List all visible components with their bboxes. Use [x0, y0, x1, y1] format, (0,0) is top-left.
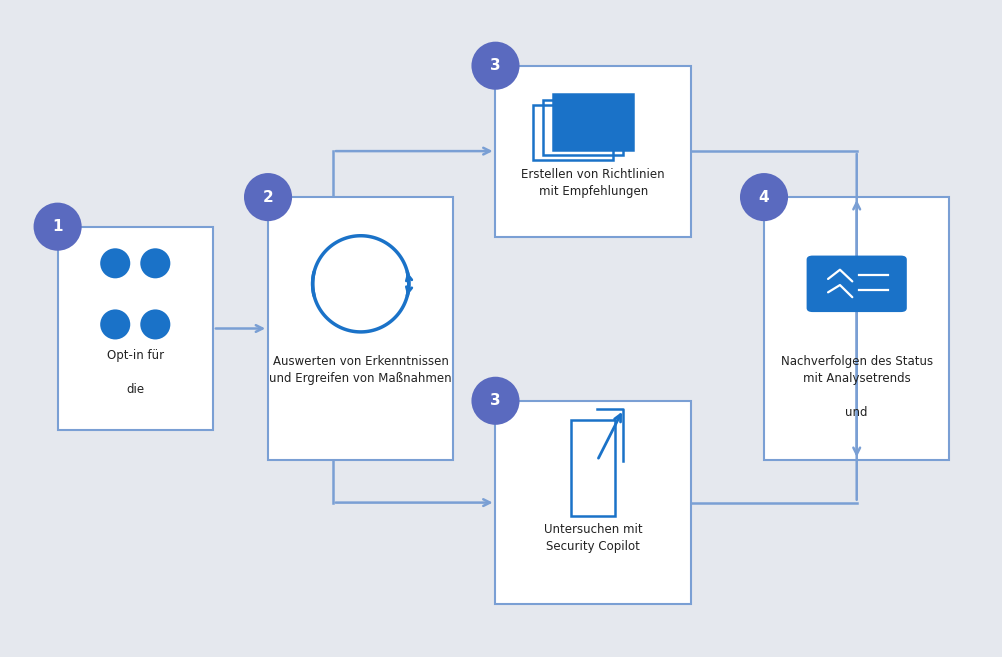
Text: Erstellen von Richtlinien
mit Empfehlungen: Erstellen von Richtlinien mit Empfehlung…: [521, 168, 665, 198]
Text: Auswerten von Erkenntnissen
und Ergreifen von Maßnahmen: Auswerten von Erkenntnissen und Ergreife…: [270, 355, 452, 385]
Text: 1: 1: [52, 219, 63, 234]
Ellipse shape: [140, 248, 170, 279]
Ellipse shape: [739, 173, 788, 221]
Ellipse shape: [100, 248, 130, 279]
FancyBboxPatch shape: [495, 401, 691, 604]
Text: 3: 3: [490, 58, 501, 73]
Text: Nachverfolgen des Status
mit Analysetrends

und: Nachverfolgen des Status mit Analysetren…: [781, 355, 933, 419]
Text: Untersuchen mit
Security Copilot: Untersuchen mit Security Copilot: [544, 523, 642, 553]
Text: 2: 2: [263, 190, 274, 204]
Ellipse shape: [140, 309, 170, 340]
FancyBboxPatch shape: [807, 256, 907, 312]
Ellipse shape: [34, 202, 82, 251]
FancyBboxPatch shape: [495, 66, 691, 237]
Text: Opt-in für

die: Opt-in für die: [106, 349, 164, 396]
FancyBboxPatch shape: [268, 197, 453, 460]
Ellipse shape: [471, 41, 519, 90]
FancyBboxPatch shape: [764, 197, 949, 460]
FancyBboxPatch shape: [58, 227, 212, 430]
Ellipse shape: [100, 309, 130, 340]
FancyBboxPatch shape: [553, 95, 633, 150]
Text: 4: 4: [759, 190, 770, 204]
Text: 3: 3: [490, 394, 501, 408]
Ellipse shape: [471, 376, 519, 425]
Ellipse shape: [243, 173, 292, 221]
